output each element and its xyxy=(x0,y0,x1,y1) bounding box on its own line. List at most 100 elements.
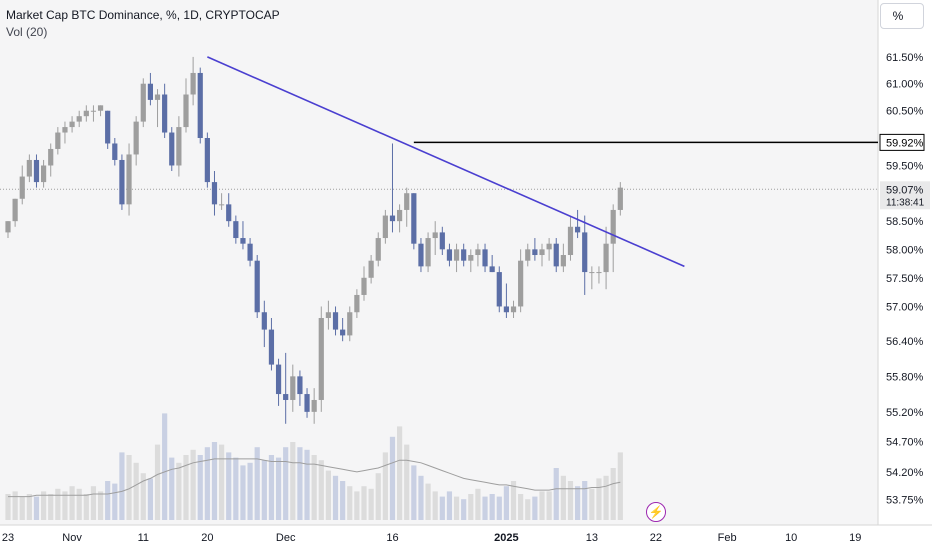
candle-body xyxy=(617,187,623,210)
candle-body xyxy=(304,394,310,412)
volume-bar xyxy=(176,462,182,520)
candle-body xyxy=(532,249,538,256)
candle-body xyxy=(560,255,566,267)
volume-bar xyxy=(83,494,89,520)
volume-bar xyxy=(162,413,168,520)
volume-bar xyxy=(368,488,374,520)
time-axis-panel[interactable] xyxy=(0,525,932,550)
volume-bar xyxy=(197,455,203,520)
lightning-icon[interactable]: ⚡ xyxy=(646,502,666,522)
volume-bar xyxy=(126,455,132,520)
candle-body xyxy=(603,243,609,273)
time-tick-label: Feb xyxy=(718,532,737,544)
volume-bar xyxy=(112,483,118,520)
candle-body xyxy=(233,221,239,239)
price-tick-label: 57.00% xyxy=(886,301,924,313)
candle-body xyxy=(147,83,153,100)
volume-bar xyxy=(411,465,417,520)
candle-body xyxy=(610,209,616,244)
volume-bar xyxy=(397,426,403,520)
candle-body xyxy=(105,110,111,144)
volume-bar xyxy=(610,468,616,520)
volume-bar xyxy=(332,475,339,520)
candle-body xyxy=(83,110,89,117)
chart-title: Market Cap BTC Dominance, %, 1D, CRYPTOC… xyxy=(6,8,280,22)
candle-body xyxy=(97,105,104,111)
volume-bar xyxy=(603,475,609,520)
price-tick-label: 57.50% xyxy=(886,273,924,285)
time-tick-label: 13 xyxy=(586,532,598,544)
volume-bar xyxy=(446,491,453,520)
current-price-tag xyxy=(880,181,930,210)
bar-countdown-label: 11:38:41 xyxy=(886,197,925,208)
candle-body xyxy=(575,226,581,233)
candle-body xyxy=(5,221,11,233)
volume-bar xyxy=(133,462,139,520)
candle-body xyxy=(318,318,324,400)
candle-body xyxy=(211,182,218,205)
volume-bar xyxy=(389,436,396,520)
volume-bar xyxy=(375,473,381,520)
candle-body xyxy=(482,249,488,267)
volume-bar xyxy=(261,460,267,520)
percent-scale-button[interactable]: % xyxy=(880,3,924,29)
volume-bar xyxy=(5,494,11,520)
candle-body xyxy=(446,249,453,261)
volume-bar xyxy=(503,486,509,520)
candle-body xyxy=(496,272,502,307)
candle-body xyxy=(19,176,25,199)
candle-body xyxy=(567,226,574,256)
volume-bar xyxy=(560,475,566,520)
volume-bar xyxy=(190,449,196,520)
time-tick-label: 20 xyxy=(201,532,213,544)
candle-body xyxy=(190,72,196,95)
candle-body xyxy=(375,238,381,261)
candle-body xyxy=(397,209,403,222)
percent-scale-label: % xyxy=(892,9,904,23)
candle-body xyxy=(525,249,531,261)
candle-body xyxy=(112,143,118,160)
volume-bar xyxy=(532,496,538,520)
candle-body xyxy=(247,243,253,261)
candle-body xyxy=(290,376,296,400)
volume-bar xyxy=(247,462,253,520)
volume-bar xyxy=(48,494,54,520)
candle-body xyxy=(340,329,346,336)
volume-bar xyxy=(553,468,559,520)
volume-indicator-label[interactable]: Vol (20) xyxy=(6,25,48,39)
candle-body xyxy=(297,376,303,395)
candle-body xyxy=(553,243,559,267)
volume-bar xyxy=(12,491,18,520)
volume-bar xyxy=(211,442,218,520)
candle-body xyxy=(41,165,47,183)
candle-body xyxy=(69,121,75,128)
price-tick-label: 54.20% xyxy=(886,467,924,479)
candle-body xyxy=(382,215,388,239)
candle-body xyxy=(411,193,417,244)
level-price-tag xyxy=(879,133,925,151)
candle-body xyxy=(354,294,360,313)
candle-body xyxy=(311,399,317,412)
candle-body xyxy=(226,204,232,222)
candle-body xyxy=(389,215,396,222)
price-axis-panel[interactable] xyxy=(878,0,932,550)
candle-body xyxy=(169,132,175,166)
price-tick-label: 59.50% xyxy=(886,160,924,172)
candle-body xyxy=(26,159,32,177)
volume-bar xyxy=(546,491,552,520)
candle-body xyxy=(582,232,588,273)
candle-body xyxy=(162,94,168,133)
trendline[interactable] xyxy=(207,56,685,268)
volume-bar xyxy=(240,465,246,520)
current-price-label: 59.07% xyxy=(886,184,924,196)
time-tick-label: Nov xyxy=(62,532,82,544)
time-tick-label: 2025 xyxy=(494,532,518,544)
volume-bar xyxy=(290,442,296,520)
candle-body xyxy=(240,238,246,244)
volume-bar xyxy=(575,486,581,520)
volume-bar xyxy=(496,496,502,520)
volume-bar xyxy=(404,444,410,520)
candle-body xyxy=(468,255,474,261)
